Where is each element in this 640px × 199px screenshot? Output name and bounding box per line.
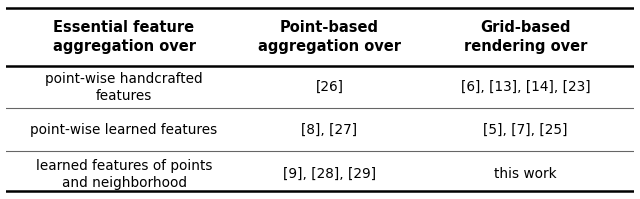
Text: learned features of points
and neighborhood: learned features of points and neighborh… — [36, 159, 212, 190]
Text: [6], [13], [14], [23]: [6], [13], [14], [23] — [461, 80, 590, 94]
Text: Point-based
aggregation over: Point-based aggregation over — [258, 20, 401, 54]
Text: [26]: [26] — [316, 80, 344, 94]
Text: point-wise learned features: point-wise learned features — [30, 123, 218, 137]
Text: point-wise handcrafted
features: point-wise handcrafted features — [45, 72, 203, 103]
Text: this work: this work — [494, 167, 557, 181]
Text: [5], [7], [25]: [5], [7], [25] — [483, 123, 568, 137]
Text: Grid-based
rendering over: Grid-based rendering over — [464, 20, 587, 54]
Text: [8], [27]: [8], [27] — [301, 123, 358, 137]
Text: Essential feature
aggregation over: Essential feature aggregation over — [52, 20, 195, 54]
Text: [9], [28], [29]: [9], [28], [29] — [283, 167, 376, 181]
